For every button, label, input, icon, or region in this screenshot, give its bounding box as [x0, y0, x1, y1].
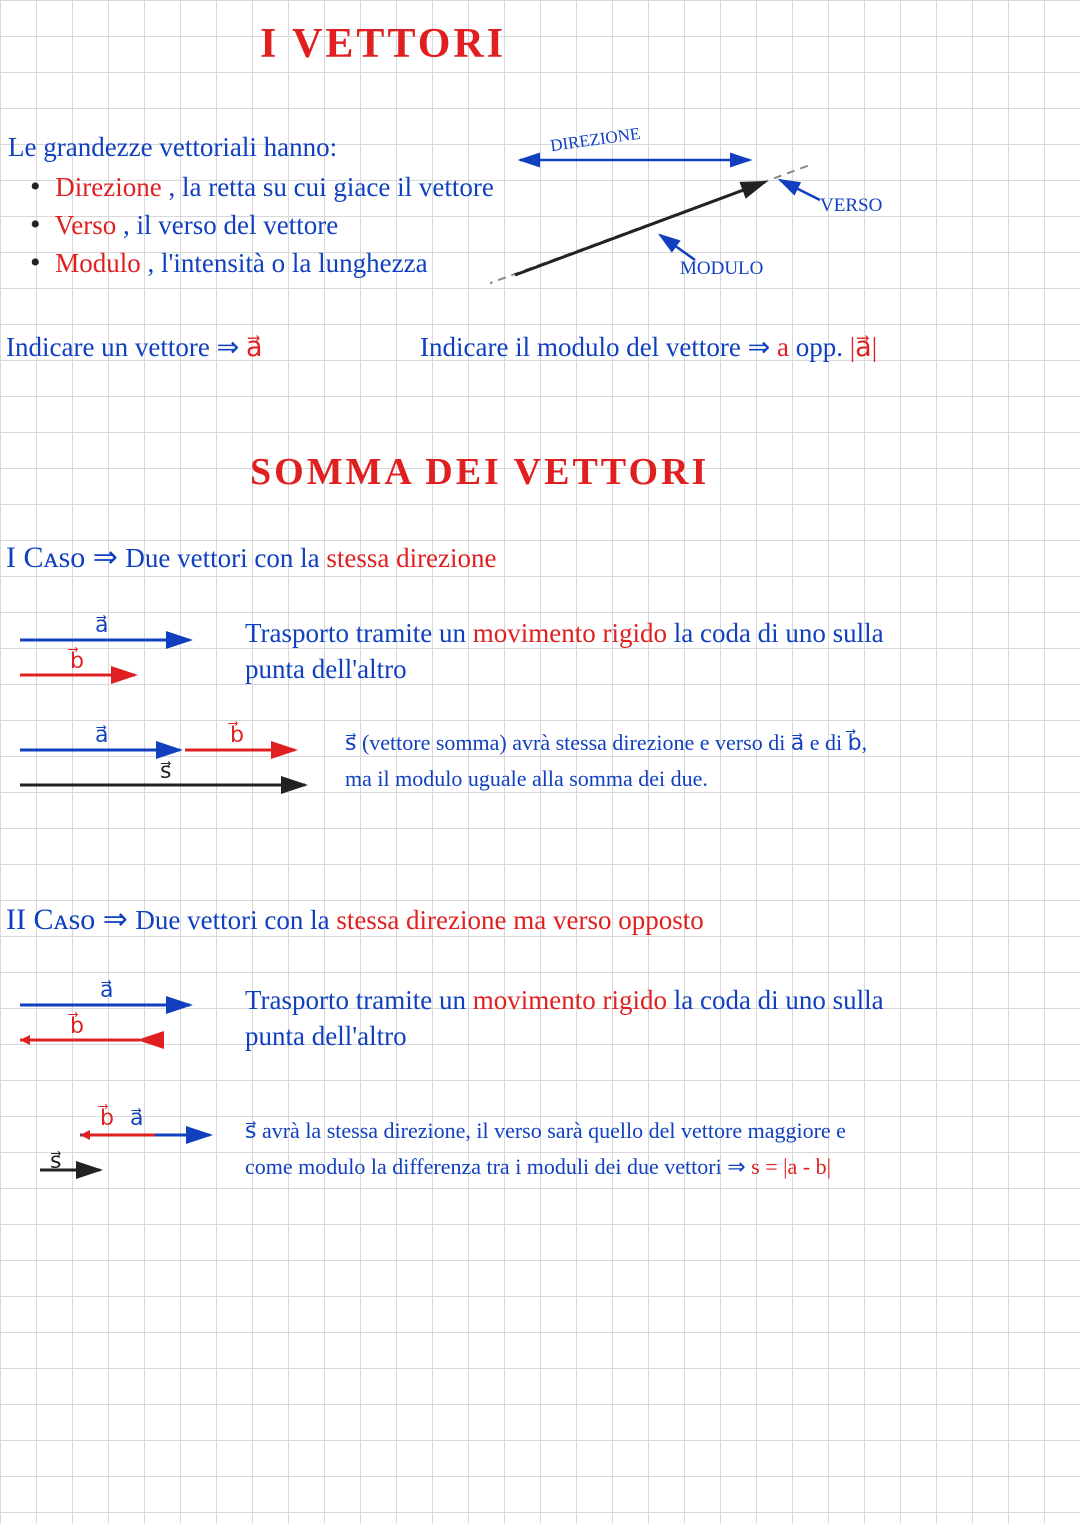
bullet-3: • Modulo , l'intensità o la lunghezza	[30, 246, 428, 280]
page-title: I VETTORI	[260, 20, 506, 68]
case1-desc-pre: Due vettori con la	[125, 543, 326, 573]
case1-desc-red: stessa direzione	[326, 543, 496, 573]
case2-desc-red: stessa direzione ma verso opposto	[336, 905, 703, 935]
case1-text2a: s⃗ (vettore somma) avrà stessa direzione…	[345, 730, 867, 756]
bullet-rest: , il verso del vettore	[123, 210, 338, 240]
bullet-key: Verso	[55, 210, 117, 240]
bullet-dot: •	[30, 246, 41, 279]
case1-t1-post: la coda di uno sulla	[674, 618, 884, 648]
case2-vec-a-label: a⃗	[100, 977, 113, 1003]
case1-header: I Cᴀso ⇒ Due vettori con la stessa direz…	[6, 540, 497, 575]
label-verso: VERSO	[820, 195, 882, 217]
label-modulo: MODULO	[680, 258, 763, 280]
case1-vec-b-label: b⃗	[70, 648, 84, 674]
intro-line: Le grandezze vettoriali hanno:	[8, 132, 337, 163]
case1-t1-pre: Trasporto tramite un	[245, 618, 473, 648]
case2-text2a: s⃗ avrà la stessa direzione, il verso sa…	[245, 1118, 846, 1144]
case2-text1b: punta dell'altro	[245, 1021, 407, 1052]
notation-right: Indicare il modulo del vettore ⇒ a opp. …	[420, 332, 877, 363]
section-title-sum: SOMMA DEI VETTORI	[250, 450, 709, 494]
case1-text1b: punta dell'altro	[245, 654, 407, 685]
case2-vec-b-label: b⃗	[70, 1013, 84, 1039]
case2-sum-overlay	[40, 1115, 240, 1145]
case2-text2b: come modulo la differenza tra i moduli d…	[245, 1154, 831, 1180]
bullet-key: Modulo	[55, 248, 141, 278]
case1-t1-red: movimento rigido	[473, 618, 667, 648]
case1-text2b: ma il modulo uguale alla somma dei due.	[345, 766, 708, 792]
case1-sum-a: a⃗	[95, 722, 108, 748]
notation-right-sym1: a	[777, 332, 789, 362]
case1-sum-s: s⃗	[160, 758, 171, 784]
notation-right-mid: opp.	[796, 332, 850, 362]
notation-right-sym2: |a⃗|	[850, 332, 877, 362]
case2-t1-red: movimento rigido	[473, 985, 667, 1015]
bullet-1: • Direzione , la retta su cui giace il v…	[30, 170, 494, 204]
case1-label: I Cᴀso ⇒	[6, 541, 125, 574]
bullet-2: • Verso , il verso del vettore	[30, 208, 338, 242]
bullet-dot: •	[30, 170, 41, 203]
case2-desc-pre: Due vettori con la	[135, 905, 336, 935]
bullet-rest: , l'intensità o la lunghezza	[148, 248, 428, 278]
case2-sum-s: s⃗	[50, 1148, 61, 1174]
notation-left: Indicare un vettore ⇒ a⃗	[6, 332, 263, 363]
case2-t2b-pre: come modulo la differenza tra i moduli d…	[245, 1154, 751, 1179]
notation-left-text: Indicare un vettore ⇒	[6, 332, 246, 362]
bullet-rest: , la retta su cui giace il vettore	[168, 172, 493, 202]
case2-text1a: Trasporto tramite un movimento rigido la…	[245, 985, 884, 1016]
notation-right-text: Indicare il modulo del vettore ⇒	[420, 332, 777, 362]
case2-t1-pre: Trasporto tramite un	[245, 985, 473, 1015]
bullet-dot: •	[30, 208, 41, 241]
case1-vectors-sum	[20, 730, 330, 810]
case2-b-left	[20, 985, 220, 1065]
case2-t1-post: la coda di uno sulla	[674, 985, 884, 1015]
bullet-key: Direzione	[55, 172, 161, 202]
case1-sum-b: b⃗	[230, 722, 244, 748]
case2-header: II Cᴀso ⇒ Due vettori con la stessa dire…	[6, 902, 704, 937]
case2-label: II Cᴀso ⇒	[6, 903, 135, 936]
case1-vectors-initial	[20, 620, 220, 700]
notation-left-sym: a⃗	[246, 332, 263, 362]
case2-t2b-red: s = |a - b|	[751, 1154, 831, 1179]
case1-text1a: Trasporto tramite un movimento rigido la…	[245, 618, 884, 649]
case1-vec-a-label: a⃗	[95, 612, 108, 638]
